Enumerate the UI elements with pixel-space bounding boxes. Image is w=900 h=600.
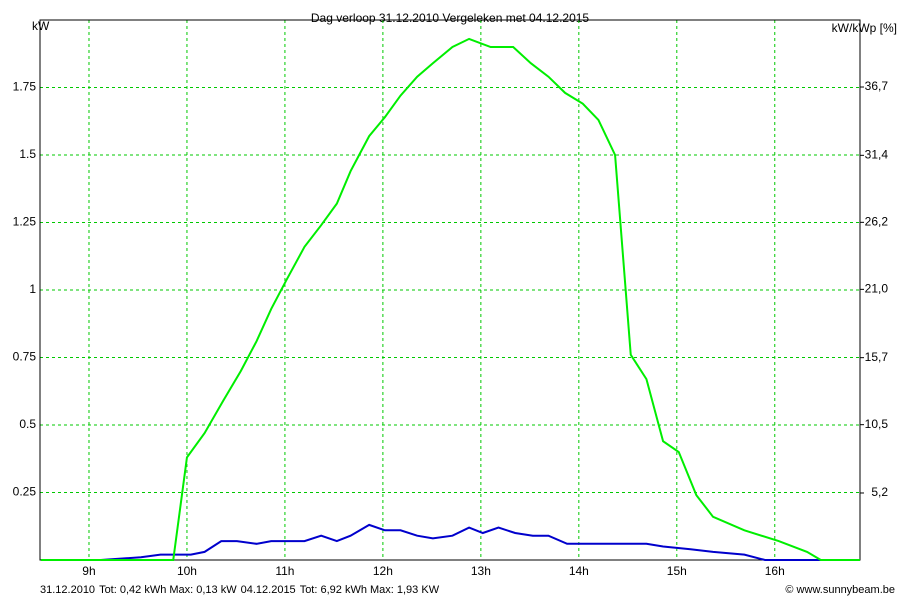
x-tick-label: 9h — [82, 564, 95, 578]
y2-tick-label: 36,7 — [865, 79, 889, 93]
y2-axis-label: kW/kWp [%] — [832, 21, 897, 35]
legend-name: 04.12.2015 — [241, 584, 296, 596]
legend-summary: Tot: 6,92 kWh Max: 1,93 KW — [300, 584, 440, 596]
y-tick-label: 1.75 — [13, 80, 37, 94]
credit: © www.sunnybeam.be — [785, 584, 895, 596]
y-tick-label: 0.75 — [13, 350, 37, 364]
chart-title: Dag verloop 31.12.2010 Vergeleken met 04… — [311, 11, 590, 25]
x-tick-label: 13h — [471, 564, 491, 578]
legend-name: 31.12.2010 — [40, 584, 95, 596]
x-tick-label: 16h — [765, 564, 785, 578]
x-tick-label: 12h — [373, 564, 393, 578]
series-line — [40, 523, 860, 561]
y2-tick-label: 26,2 — [865, 215, 889, 229]
y2-tick-label: 31,4 — [865, 147, 889, 161]
y2-tick-label: 21,0 — [865, 282, 889, 296]
y-tick-label: 1.25 — [13, 215, 37, 229]
y2-tick-label: 10,5 — [865, 417, 889, 431]
y-axis-label: kW — [32, 19, 50, 33]
y-tick-label: 1.5 — [19, 147, 36, 161]
series-line — [40, 37, 860, 561]
x-tick-label: 14h — [569, 564, 589, 578]
legend-summary: Tot: 0,42 kWh Max: 0,13 kW — [99, 584, 237, 596]
x-tick-label: 11h — [275, 564, 294, 578]
x-tick-label: 15h — [667, 564, 687, 578]
y-tick-label: 0.5 — [19, 417, 36, 431]
x-tick-label: 10h — [177, 564, 197, 578]
y-tick-label: 1 — [29, 282, 36, 296]
y-tick-label: 0.25 — [13, 485, 37, 499]
plot-frame — [39, 19, 861, 561]
y2-tick-label: 5,2 — [871, 485, 888, 499]
y2-tick-label: 15,7 — [865, 350, 889, 364]
